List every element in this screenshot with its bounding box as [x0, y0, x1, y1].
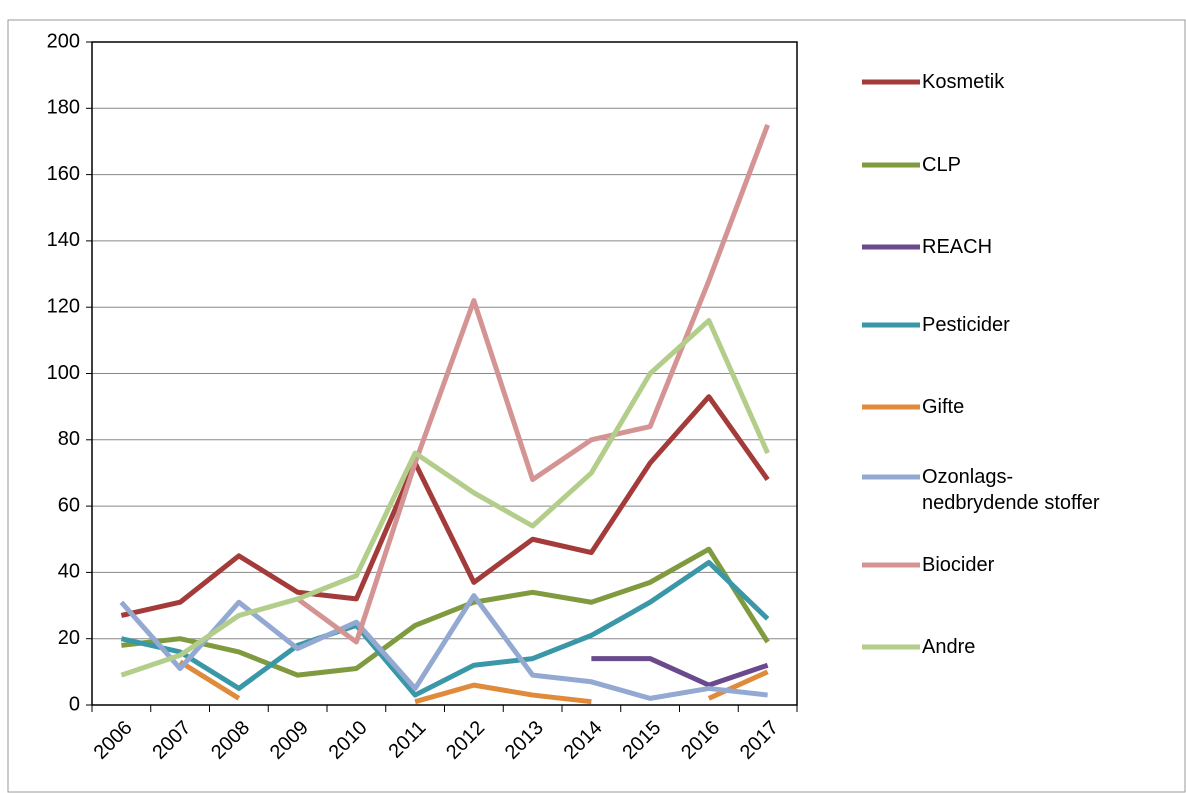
- series-line: [178, 659, 241, 701]
- legend-label: CLP: [922, 154, 961, 176]
- y-tick-label: 120: [47, 295, 80, 317]
- y-tick-label: 180: [47, 97, 80, 119]
- y-tick-label: 20: [58, 627, 80, 649]
- y-tick-label: 100: [47, 362, 80, 384]
- legend-label: REACH: [922, 236, 993, 258]
- legend-label: Kosmetik: [922, 71, 1005, 93]
- legend-label: Ozonlags-nedbrydende stoffer: [922, 466, 1100, 514]
- legend-label: Gifte: [922, 396, 965, 418]
- chart-frame: [7, 19, 1186, 793]
- y-tick-label: 160: [47, 163, 80, 185]
- y-tick-label: 80: [58, 428, 80, 450]
- y-tick-label: 40: [58, 561, 80, 583]
- legend-label: Andre: [922, 636, 976, 658]
- y-tick-label: 140: [47, 229, 80, 251]
- legend-label: Biocider: [922, 554, 995, 576]
- legend-label: Pesticider: [922, 314, 1010, 336]
- series-line: [591, 656, 769, 688]
- series-line: [296, 123, 770, 645]
- y-tick-label: 60: [58, 494, 80, 516]
- series-line: [707, 669, 769, 701]
- series-line: [120, 317, 770, 678]
- y-tick-label: 200: [47, 30, 80, 52]
- series-line: [120, 394, 770, 618]
- series-line: [121, 546, 770, 678]
- series-line: [414, 682, 592, 705]
- y-tick-label: 0: [69, 693, 80, 715]
- series-line: [119, 593, 768, 701]
- series-line: [120, 559, 770, 698]
